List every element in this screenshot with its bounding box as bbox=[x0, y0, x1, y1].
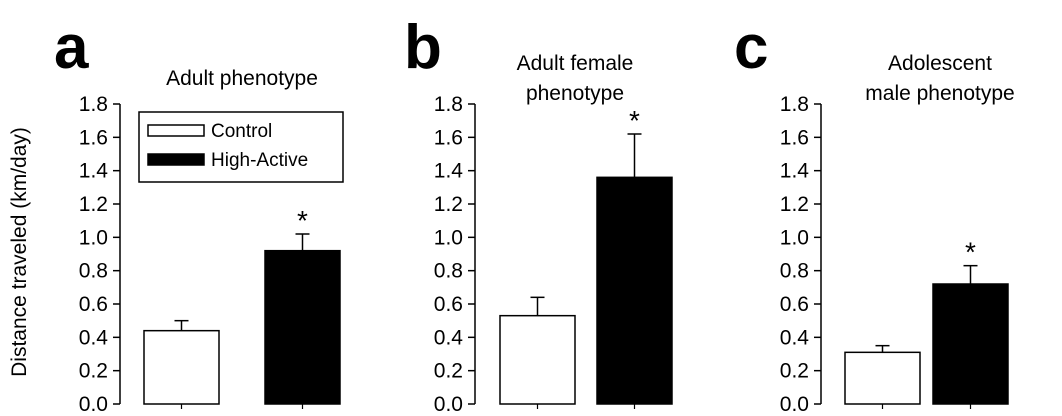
y-tick-label: 0.2 bbox=[780, 360, 809, 383]
legend-swatch-control bbox=[147, 124, 205, 137]
y-tick-label: 0.4 bbox=[780, 326, 810, 349]
y-tick-label: 1.0 bbox=[780, 226, 809, 249]
legend-label: Control bbox=[211, 121, 272, 142]
y-tick-label: 1.6 bbox=[79, 126, 108, 149]
bar-high-active bbox=[596, 176, 673, 405]
y-tick-label: 0.8 bbox=[79, 260, 108, 283]
y-tick-label: 0.2 bbox=[434, 360, 463, 383]
panel-title-line: Adolescent bbox=[888, 52, 992, 75]
panels: a Adult phenotype 0.0 0.2 0.4 0.6 0.8 1.0 1.2 1.4… bbox=[54, 13, 1015, 416]
y-tick-label: 1.4 bbox=[79, 160, 109, 183]
y-tick-label: 1.2 bbox=[79, 193, 108, 216]
legend-swatch-high-active bbox=[147, 153, 205, 166]
legend-label: High-Active bbox=[211, 150, 308, 171]
y-tick-label: 0.0 bbox=[434, 393, 463, 416]
y-tick-label: 1.6 bbox=[780, 126, 809, 149]
y-tick-label: 1.8 bbox=[79, 93, 108, 116]
y-tick-label: 1.4 bbox=[780, 160, 810, 183]
panel-letter: a bbox=[54, 13, 89, 82]
y-tick-label: 0.8 bbox=[434, 260, 463, 283]
bar-control bbox=[143, 329, 220, 405]
bar-control bbox=[844, 351, 921, 405]
y-tick-label: 0.4 bbox=[434, 326, 464, 349]
panel-c: c Adolescent male phenotype 0.0 0.2 0.4 0.6 0.8… bbox=[734, 13, 1015, 416]
y-tick-label: 0.6 bbox=[434, 293, 463, 316]
panel-title-line: Adult phenotype bbox=[166, 67, 318, 90]
legend: Control High-Active bbox=[138, 111, 344, 183]
y-tick-label: 1.2 bbox=[780, 193, 809, 216]
y-axis-label: Distance traveled (km/day) bbox=[8, 127, 31, 377]
y-tick-label: 1.0 bbox=[434, 226, 463, 249]
panel-letter: c bbox=[734, 13, 768, 82]
y-tick-label: 0.4 bbox=[79, 326, 109, 349]
panel-title-line: Adult female bbox=[517, 52, 634, 75]
y-tick-label: 1.0 bbox=[79, 226, 108, 249]
y-tick-label: 0.6 bbox=[780, 293, 809, 316]
y-tick-label: 1.8 bbox=[434, 93, 463, 116]
y-tick-label: 1.4 bbox=[434, 160, 464, 183]
bar-control bbox=[499, 314, 576, 405]
panel-title-line: phenotype bbox=[526, 82, 624, 105]
significance-marker: * bbox=[297, 205, 308, 236]
panel-title-line: male phenotype bbox=[865, 82, 1014, 105]
y-tick-label: 0.0 bbox=[780, 393, 809, 416]
panel-b: b Adult female phenotype 0.0 0.2 0.4 0.6 0.8 1.0… bbox=[404, 13, 673, 416]
y-tick-label: 1.6 bbox=[434, 126, 463, 149]
y-tick-label: 0.2 bbox=[79, 360, 108, 383]
y-tick-label: 1.8 bbox=[780, 93, 809, 116]
significance-marker: * bbox=[965, 237, 976, 268]
bar-high-active bbox=[264, 249, 341, 405]
panel-a: a Adult phenotype 0.0 0.2 0.4 0.6 0.8 1.0 1.2 1.4… bbox=[54, 13, 341, 416]
y-tick-label: 0.0 bbox=[79, 393, 108, 416]
significance-marker: * bbox=[629, 105, 640, 136]
panel-letter: b bbox=[404, 13, 442, 82]
bar-high-active bbox=[932, 283, 1009, 405]
legend-box bbox=[138, 111, 344, 183]
y-tick-label: 0.6 bbox=[79, 293, 108, 316]
y-tick-label: 0.8 bbox=[780, 260, 809, 283]
y-tick-label: 1.2 bbox=[434, 193, 463, 216]
